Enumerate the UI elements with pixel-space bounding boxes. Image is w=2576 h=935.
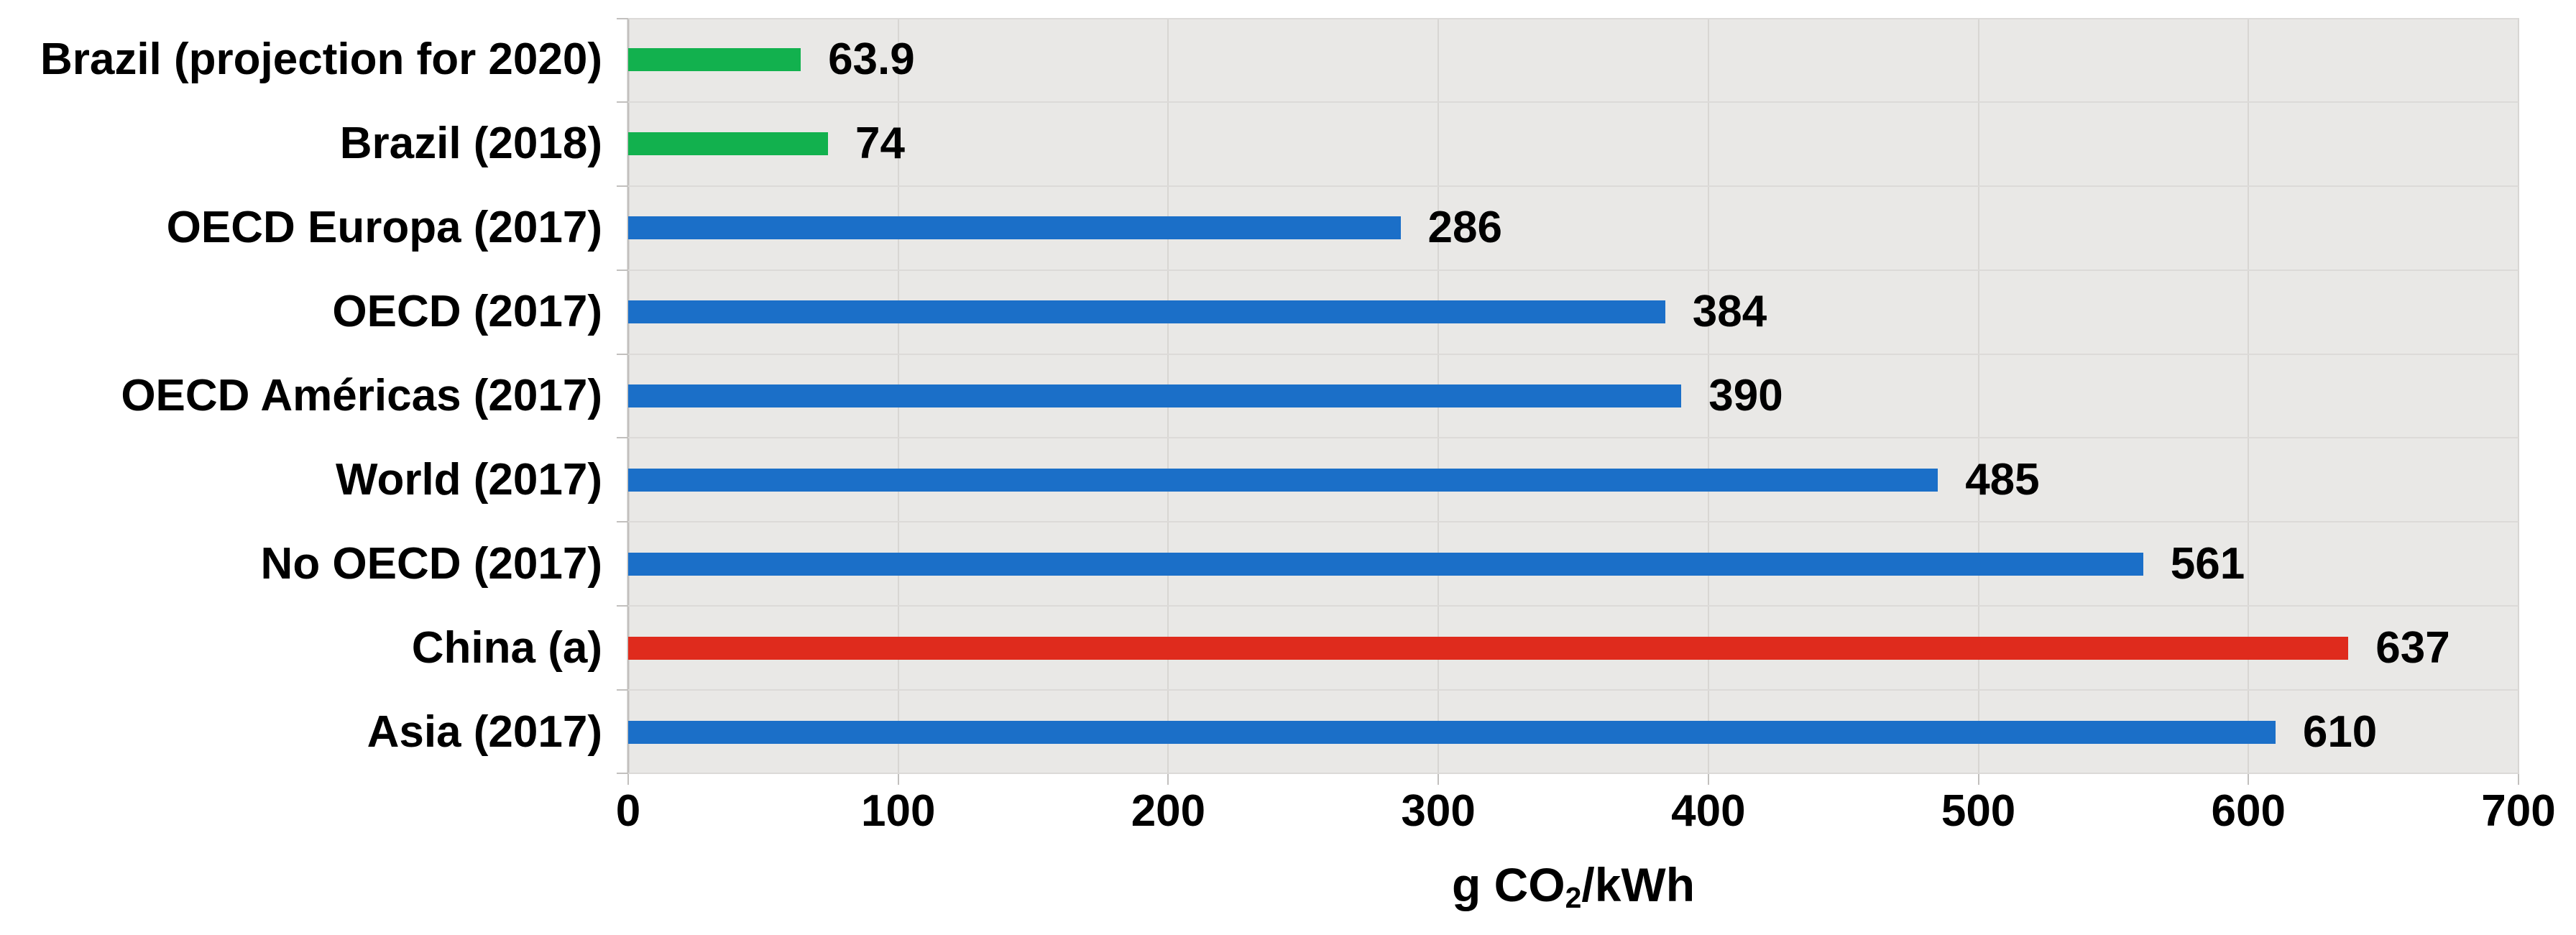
gridline-vertical xyxy=(2518,18,2519,774)
gridline-horizontal xyxy=(628,437,2518,439)
bar xyxy=(628,636,2349,660)
plot-area: 63.9 74 286 384 390 485 561 637 610 xyxy=(627,18,2519,774)
gridline-horizontal xyxy=(628,605,2518,607)
y-axis-tick xyxy=(617,437,628,439)
y-axis-tick xyxy=(617,605,628,607)
x-axis-tick-label: 100 xyxy=(860,786,936,836)
gridline-horizontal xyxy=(628,353,2518,355)
value-label: 384 xyxy=(1692,287,1767,337)
x-axis-title-prefix: g CO xyxy=(1451,858,1565,911)
category-label: China (a) xyxy=(411,622,602,673)
bar xyxy=(628,216,1401,240)
gridline-vertical xyxy=(1977,18,1979,774)
value-label: 485 xyxy=(1965,454,2040,505)
x-axis-tick xyxy=(1438,774,1440,785)
bar-row: 561 xyxy=(628,522,2518,606)
x-axis-tick xyxy=(2518,774,2519,785)
gridline-vertical xyxy=(2248,18,2250,774)
category-label: Brazil (2018) xyxy=(339,119,602,169)
x-axis-title: g CO2/kWh xyxy=(628,858,2518,912)
x-axis-tick xyxy=(1707,774,1709,785)
x-axis-tick-label: 0 xyxy=(615,786,641,836)
category-label: OECD Américas (2017) xyxy=(121,371,602,420)
category-row: OECD Europa (2017) xyxy=(0,186,602,270)
x-axis-ticks xyxy=(627,774,2519,785)
gridline-horizontal xyxy=(628,689,2518,691)
category-label: No OECD (2017) xyxy=(260,538,602,589)
x-axis-tick-label: 300 xyxy=(1401,786,1476,836)
bar-row: 637 xyxy=(628,606,2518,690)
x-axis-tick-label: 500 xyxy=(1941,786,2016,836)
bar-row: 384 xyxy=(628,270,2518,354)
category-row: OECD Américas (2017) xyxy=(0,354,602,438)
y-axis-tick xyxy=(617,353,628,355)
bar-row: 485 xyxy=(628,438,2518,522)
bar xyxy=(628,384,1682,407)
gridline-horizontal xyxy=(628,185,2518,187)
gridline-horizontal xyxy=(628,18,2518,19)
category-row: No OECD (2017) xyxy=(0,522,602,606)
x-axis-tick xyxy=(1977,774,1979,785)
bar xyxy=(628,468,1938,492)
y-axis-tick xyxy=(617,185,628,187)
category-label: Asia (2017) xyxy=(367,706,602,757)
x-axis-tick-label: 200 xyxy=(1131,786,1206,836)
bar xyxy=(628,300,1665,324)
gridline-horizontal xyxy=(628,269,2518,271)
bar xyxy=(628,132,829,156)
x-axis-tick xyxy=(627,774,629,785)
bar-rows: 63.9 74 286 384 390 485 561 637 610 xyxy=(628,18,2518,774)
gridline-vertical xyxy=(1707,18,1709,774)
gridline-horizontal xyxy=(628,101,2518,103)
bar xyxy=(628,552,2143,576)
y-axis-tick xyxy=(617,689,628,691)
category-label: OECD (2017) xyxy=(332,287,602,337)
category-row: China (a) xyxy=(0,606,602,690)
x-axis-tick xyxy=(2248,774,2250,785)
category-axis: Brazil (projection for 2020) Brazil (2018… xyxy=(0,18,602,774)
value-label: 561 xyxy=(2170,538,2245,589)
x-axis-title-suffix: /kWh xyxy=(1581,858,1696,911)
bar-row: 74 xyxy=(628,102,2518,186)
x-axis-tick xyxy=(1167,774,1169,785)
value-label: 63.9 xyxy=(828,34,915,85)
bar-row: 610 xyxy=(628,690,2518,774)
value-label: 390 xyxy=(1708,371,1783,420)
value-label: 286 xyxy=(1427,203,1502,253)
bar xyxy=(628,48,801,72)
category-row: Brazil (projection for 2020) xyxy=(0,18,602,102)
y-axis-tick xyxy=(617,18,628,19)
x-axis-tick xyxy=(897,774,899,785)
y-axis-tick xyxy=(617,101,628,103)
value-label: 74 xyxy=(855,119,905,169)
category-label: OECD Europa (2017) xyxy=(166,203,602,253)
y-axis-tick xyxy=(617,773,628,774)
x-axis-tick-label: 600 xyxy=(2211,786,2286,836)
bar-row: 63.9 xyxy=(628,18,2518,102)
category-row: World (2017) xyxy=(0,438,602,522)
category-label: World (2017) xyxy=(336,454,602,505)
bar-row: 286 xyxy=(628,186,2518,270)
y-axis-tick xyxy=(617,521,628,523)
y-axis-ticks xyxy=(617,18,628,774)
bar-row: 390 xyxy=(628,354,2518,438)
bar xyxy=(628,720,2276,744)
x-axis-tick-labels: 0 100 200 300 400 500 600 700 xyxy=(616,786,2556,841)
gridline-horizontal xyxy=(628,521,2518,523)
gridline-horizontal xyxy=(628,773,2518,774)
y-axis-tick xyxy=(617,269,628,271)
category-row: Asia (2017) xyxy=(0,690,602,774)
x-axis-tick-label: 400 xyxy=(1671,786,1746,836)
category-row: OECD (2017) xyxy=(0,270,602,354)
value-label: 610 xyxy=(2302,706,2378,757)
category-label: Brazil (projection for 2020) xyxy=(40,34,602,85)
category-row: Brazil (2018) xyxy=(0,102,602,186)
value-label: 637 xyxy=(2375,622,2450,673)
x-axis-tick-label: 700 xyxy=(2481,786,2556,836)
x-axis-title-subscript: 2 xyxy=(1565,881,1582,914)
